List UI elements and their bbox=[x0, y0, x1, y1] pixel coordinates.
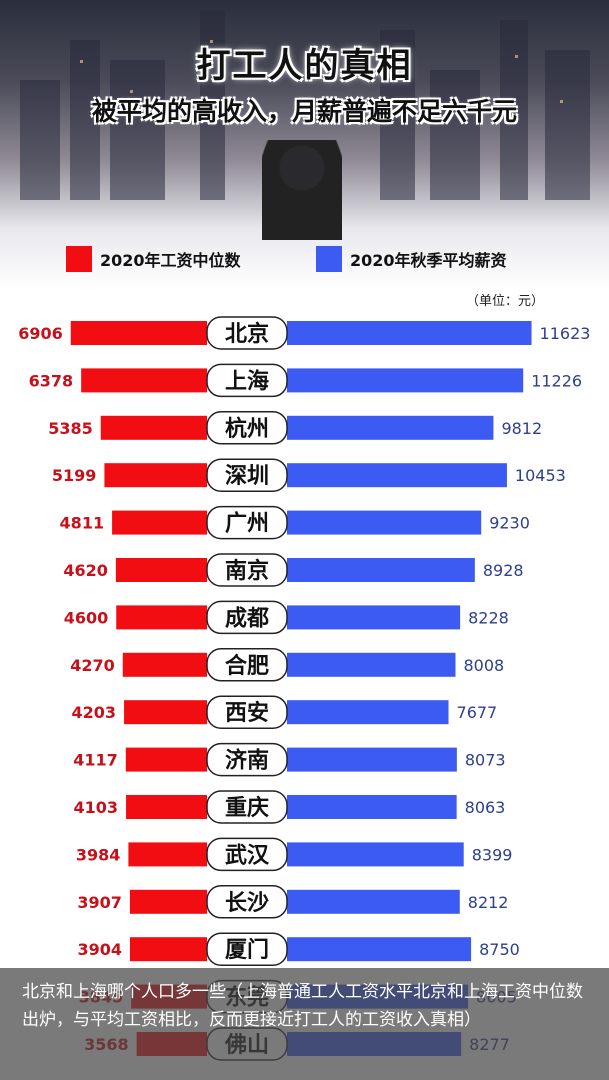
average-bar bbox=[287, 605, 461, 630]
city-label-pill bbox=[206, 411, 288, 445]
city-label-pill bbox=[206, 837, 288, 872]
city-label-pill bbox=[206, 648, 288, 682]
average-value-label: 7677 bbox=[457, 703, 498, 722]
page-subtitle: 被平均的高收入，月薪普遍不足六千元 bbox=[91, 97, 517, 126]
median-bar bbox=[116, 605, 207, 630]
average-value-label: 8073 bbox=[465, 751, 506, 770]
average-value-label: 8063 bbox=[465, 798, 506, 817]
legend-item-average: 2020年秋季平均薪资 bbox=[316, 246, 507, 272]
city-label: 广州 bbox=[225, 511, 269, 537]
average-bar bbox=[287, 652, 456, 677]
unit-label: （单位：元） bbox=[466, 294, 545, 309]
page-title: 打工人的真相 bbox=[196, 46, 413, 86]
city-label: 重庆 bbox=[225, 795, 269, 821]
median-value-label: 4270 bbox=[70, 656, 115, 675]
city-label: 西安 bbox=[225, 700, 269, 726]
city-label-pill bbox=[206, 932, 288, 966]
median-bar bbox=[115, 558, 207, 582]
average-value-label: 8750 bbox=[479, 940, 520, 959]
hero-banner bbox=[0, 0, 609, 240]
median-bar bbox=[70, 321, 207, 345]
median-bar bbox=[124, 700, 207, 725]
median-value-label: 4600 bbox=[64, 608, 109, 627]
city-label-pill bbox=[206, 695, 288, 729]
median-value-label: 6906 bbox=[18, 324, 63, 343]
average-value-label: 10453 bbox=[515, 466, 566, 485]
median-bar bbox=[128, 842, 207, 867]
average-bar bbox=[287, 368, 524, 393]
median-value-label: 4811 bbox=[60, 514, 105, 533]
median-value-label: 6378 bbox=[29, 371, 74, 390]
median-value-label: 3984 bbox=[76, 845, 121, 864]
average-bar bbox=[287, 558, 475, 582]
median-bar bbox=[104, 463, 207, 488]
average-bar bbox=[287, 463, 507, 488]
median-value-label: 5385 bbox=[48, 419, 93, 438]
legend-item-median: 2020年工资中位数 bbox=[66, 246, 241, 272]
median-bar bbox=[81, 368, 207, 393]
city-label-pill bbox=[206, 505, 288, 540]
median-bar bbox=[129, 937, 207, 962]
average-bar bbox=[287, 937, 472, 962]
average-bar bbox=[287, 415, 494, 440]
average-value-label: 11226 bbox=[531, 371, 582, 390]
chart-legend: 2020年工资中位数 2020年秋季平均薪资 bbox=[66, 246, 586, 274]
city-label-pill bbox=[206, 742, 288, 777]
average-value-label: 8008 bbox=[463, 656, 504, 675]
median-bar bbox=[126, 795, 207, 819]
average-bar bbox=[287, 889, 460, 914]
legend-label-average: 2020年秋季平均薪资 bbox=[350, 251, 507, 270]
city-label: 武汉 bbox=[225, 843, 270, 868]
median-value-label: 4620 bbox=[63, 561, 108, 580]
legend-swatch-average bbox=[316, 246, 342, 272]
average-bar bbox=[287, 510, 482, 535]
average-value-label: 8228 bbox=[468, 608, 509, 627]
median-value-label: 4103 bbox=[74, 798, 119, 817]
city-label: 济南 bbox=[225, 748, 269, 774]
average-bar bbox=[287, 700, 449, 725]
median-value-label: 4203 bbox=[72, 703, 117, 722]
median-bar bbox=[100, 415, 207, 440]
city-label: 合肥 bbox=[225, 653, 269, 679]
median-bar bbox=[122, 652, 207, 677]
city-label: 长沙 bbox=[225, 891, 269, 916]
city-label: 成都 bbox=[225, 606, 269, 631]
caption-text: 北京和上海哪个人口多一些（上海普通工人工资水平北京和上海工资中位数出炉，与平均工… bbox=[22, 982, 583, 1030]
legend-swatch-median bbox=[66, 246, 92, 272]
caption-overlay: 北京和上海哪个人口多一些（上海普通工人工资水平北京和上海工资中位数出炉，与平均工… bbox=[0, 968, 609, 1080]
median-bar bbox=[125, 747, 207, 772]
city-label-pill bbox=[206, 600, 288, 635]
bar-chart: 北京 6906 11623 上海 6378 11226 杭州 5385 9812 深圳 5199 10… bbox=[18, 316, 591, 1061]
city-label: 杭州 bbox=[225, 416, 269, 442]
average-bar bbox=[287, 842, 464, 867]
median-value-label: 4117 bbox=[73, 751, 118, 770]
average-value-label: 9812 bbox=[501, 419, 542, 438]
city-label: 南京 bbox=[225, 558, 269, 584]
city-label-pill bbox=[206, 790, 288, 824]
city-label-pill bbox=[206, 316, 288, 350]
legend-label-median: 2020年工资中位数 bbox=[100, 251, 241, 270]
average-value-label: 8212 bbox=[468, 893, 509, 912]
median-value-label: 3907 bbox=[77, 893, 122, 912]
silhouette-person bbox=[262, 140, 342, 240]
city-label: 厦门 bbox=[225, 937, 269, 963]
median-bar bbox=[112, 510, 207, 535]
median-bar bbox=[129, 889, 207, 914]
city-label-pill bbox=[206, 363, 288, 398]
city-label: 上海 bbox=[225, 368, 269, 394]
average-bar bbox=[287, 321, 532, 345]
city-label-pill bbox=[206, 458, 288, 492]
average-value-label: 11623 bbox=[540, 324, 591, 343]
average-bar bbox=[287, 747, 457, 772]
city-label: 北京 bbox=[225, 321, 269, 347]
city-label: 深圳 bbox=[225, 464, 269, 489]
city-label-pill bbox=[206, 553, 288, 587]
city-label-pill bbox=[206, 885, 288, 919]
median-value-label: 3904 bbox=[77, 940, 122, 959]
average-value-label: 8928 bbox=[483, 561, 524, 580]
average-value-label: 9230 bbox=[489, 514, 530, 533]
average-bar bbox=[287, 795, 457, 819]
median-value-label: 5199 bbox=[52, 466, 97, 485]
average-value-label: 8399 bbox=[472, 845, 513, 864]
